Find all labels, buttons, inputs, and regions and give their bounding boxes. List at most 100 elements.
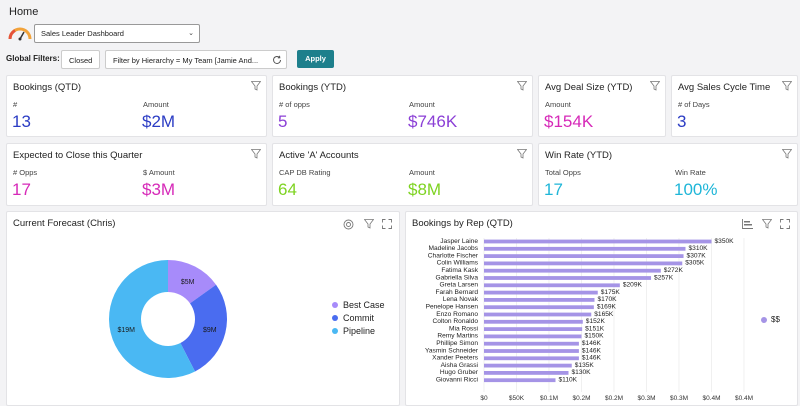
hierarchy-filter-text: Filter by Hierarchy = My Team [Jamie And… <box>113 56 259 65</box>
metric-value: $8M <box>408 180 442 199</box>
bar-value-label: $305K <box>685 260 705 267</box>
bar-value-label: $130K <box>572 369 592 376</box>
bar-value-label: $146K <box>582 340 602 347</box>
bar[interactable] <box>484 327 583 331</box>
slice-pipeline[interactable] <box>108 260 196 378</box>
bar-value-label: $165K <box>594 311 614 318</box>
x-tick-label: $0.4M <box>735 395 753 402</box>
metric-value: 5 <box>278 112 288 131</box>
bar-value-label: $146K <box>582 347 602 354</box>
legend-item[interactable]: Best Case <box>332 300 385 310</box>
card-expected-to-close: Expected to Close this Quarter # Opps 17… <box>6 143 267 206</box>
bar[interactable] <box>484 363 572 368</box>
metric-label: # Opps <box>13 168 38 177</box>
bar[interactable] <box>484 334 582 339</box>
filter-icon[interactable] <box>251 81 261 91</box>
filter-icon[interactable] <box>782 81 792 91</box>
global-filters-label: Global Filters: <box>6 54 60 63</box>
rep-name: Gabriella Silva <box>435 274 478 281</box>
bar-value-label: $307K <box>687 252 707 259</box>
rep-name: Greta Larsen <box>440 282 479 289</box>
rep-name: Hugo Gruber <box>440 369 479 376</box>
filter-icon[interactable] <box>762 219 772 229</box>
bar-value-label: $151K <box>585 325 605 332</box>
bar-value-label: $175K <box>601 289 621 296</box>
card-title: Bookings (QTD) <box>13 82 82 93</box>
filter-icon[interactable] <box>782 149 792 159</box>
bar[interactable] <box>484 371 569 375</box>
rep-name: Colin Williams <box>437 260 479 267</box>
x-tick-label: $50K <box>509 395 525 402</box>
closed-filter-chip[interactable]: Closed <box>61 50 101 69</box>
metric-label: # <box>13 100 18 109</box>
bar[interactable] <box>484 312 592 317</box>
bar-chart-icon[interactable] <box>742 219 753 229</box>
rep-name: Jasper Laine <box>440 238 478 245</box>
bar[interactable] <box>484 276 652 280</box>
bar-value-label: $169K <box>597 304 617 311</box>
filter-icon[interactable] <box>251 149 261 159</box>
bar[interactable] <box>484 246 686 251</box>
metric-value: $154K <box>544 112 594 131</box>
rep-name: Madeline Jacobs <box>429 245 479 252</box>
bar-value-label: $146K <box>582 355 602 362</box>
slice-best-case[interactable] <box>168 260 217 304</box>
bookings-bar-chart: $0 $50K $0.1M $0.2M $0.2M $0.3M $0.3M $0.4M $0.4… <box>425 238 753 402</box>
bar[interactable] <box>484 319 583 324</box>
gauge-icon <box>8 27 32 41</box>
hierarchy-filter-chip[interactable]: Filter by Hierarchy = My Team [Jamie And… <box>105 50 287 69</box>
expand-icon[interactable] <box>382 219 392 229</box>
bar[interactable] <box>484 290 598 295</box>
card-avg-deal-size: Avg Deal Size (YTD) Amount $154K <box>538 75 666 137</box>
chevron-down-icon: ⌄ <box>188 30 194 37</box>
card-title: Win Rate (YTD) <box>545 150 613 161</box>
dashboard-select-value: Sales Leader Dashboard <box>41 29 124 38</box>
bar[interactable] <box>484 298 595 302</box>
bar[interactable] <box>484 305 594 310</box>
target-icon[interactable] <box>343 219 354 230</box>
bar[interactable] <box>484 356 579 361</box>
x-tick-label: $0.1M <box>540 395 558 402</box>
rep-name: Remy Martins <box>437 333 478 340</box>
apply-button[interactable]: Apply <box>297 50 334 68</box>
bar[interactable] <box>484 341 579 346</box>
filter-icon[interactable] <box>517 81 527 91</box>
slice-label: $9M <box>203 327 217 334</box>
rep-name: Fatima Kask <box>441 267 478 274</box>
metric-value: 17 <box>12 180 31 199</box>
bookings-by-rep-panel: Bookings by Rep (QTD) $0 $50K $0.1M $0.2M $0… <box>405 211 798 406</box>
legend-label: $$ <box>771 315 780 324</box>
bar[interactable] <box>484 283 620 288</box>
filter-icon[interactable] <box>517 149 527 159</box>
bar-legend: $$ <box>761 315 780 324</box>
legend-item[interactable]: Pipeline <box>332 326 375 336</box>
bar-value-label: $350K <box>715 238 735 245</box>
slice-commit[interactable] <box>180 284 227 372</box>
expand-icon[interactable] <box>780 219 790 229</box>
bar[interactable] <box>484 239 712 244</box>
legend-label: Best Case <box>343 300 385 310</box>
card-win-rate: Win Rate (YTD) Total Opps 17 Win Rate 10… <box>538 143 798 206</box>
dashboard-select[interactable]: Sales Leader Dashboard ⌄ <box>34 24 200 43</box>
filter-icon[interactable] <box>364 219 374 229</box>
slice-label: $19M <box>117 327 135 334</box>
bar[interactable] <box>484 254 684 258</box>
legend-item[interactable]: Commit <box>332 313 374 323</box>
metric-label: $ Amount <box>143 168 175 177</box>
refresh-icon[interactable] <box>272 55 282 65</box>
metric-value: $746K <box>408 112 458 131</box>
bar[interactable] <box>484 349 579 353</box>
metric-label: # of opps <box>279 100 310 109</box>
rep-name: Colton Ronaldo <box>433 318 479 325</box>
metric-label: CAP DB Rating <box>279 168 331 177</box>
bar-value-label: $272K <box>664 267 684 274</box>
rep-name: Charlotte Fischer <box>428 252 479 259</box>
bar-value-label: $150K <box>585 333 605 340</box>
bar[interactable] <box>484 378 556 383</box>
forecast-panel: Current Forecast (Chris) $5M $9M $19M Best… <box>6 211 400 406</box>
filter-icon[interactable] <box>650 81 660 91</box>
bar-value-label: $209K <box>623 282 643 289</box>
bar[interactable] <box>484 268 661 273</box>
bar[interactable] <box>484 261 683 266</box>
legend-dot <box>332 315 338 321</box>
